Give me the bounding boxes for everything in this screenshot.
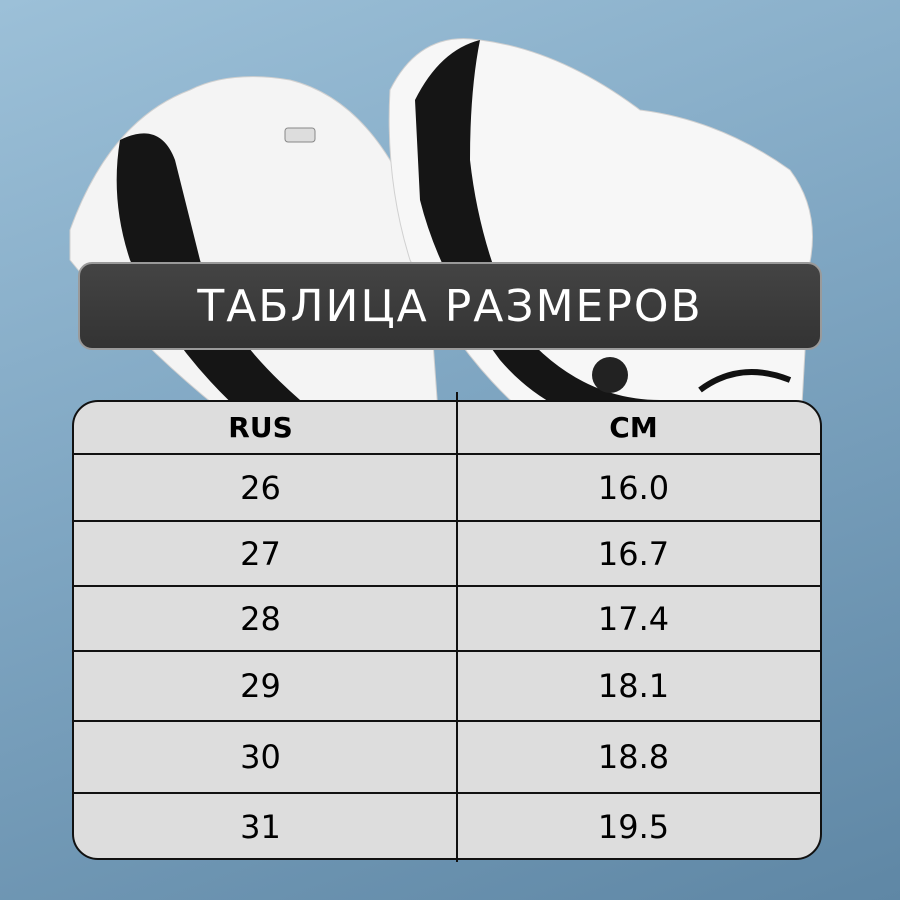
table-header-row: RUS CM (74, 402, 820, 455)
sneakers-image (69, 38, 813, 441)
table-row: 28 17.4 (74, 587, 820, 652)
table-row: 31 19.5 (74, 794, 820, 858)
right-sneaker (388, 38, 813, 441)
header-rus: RUS (228, 411, 293, 444)
table-row: 27 16.7 (74, 522, 820, 587)
rus-size: 28 (240, 599, 281, 638)
table-row: 26 16.0 (74, 455, 820, 522)
column-divider (456, 392, 458, 862)
table-row: 30 18.8 (74, 722, 820, 794)
rus-size: 29 (240, 667, 281, 705)
cm-size: 16.0 (597, 468, 670, 507)
cm-size: 18.8 (597, 738, 670, 776)
rus-size: 30 (240, 738, 281, 776)
rus-size: 26 (240, 468, 281, 507)
cm-size: 16.7 (597, 534, 670, 573)
rus-size: 31 (240, 808, 281, 846)
rus-size: 27 (240, 534, 281, 573)
size-table: RUS CM 26 16.0 27 16.7 28 17.4 29 18.1 3… (72, 400, 822, 860)
left-sneaker (69, 76, 441, 441)
cm-size: 18.1 (597, 667, 670, 705)
cm-size: 19.5 (597, 808, 670, 846)
title-banner: ТАБЛИЦА РАЗМЕРОВ (78, 262, 822, 350)
table-row: 29 18.1 (74, 652, 820, 722)
cm-size: 17.4 (597, 599, 670, 638)
header-cm: CM (609, 411, 658, 444)
page-title: ТАБЛИЦА РАЗМЕРОВ (197, 280, 703, 332)
